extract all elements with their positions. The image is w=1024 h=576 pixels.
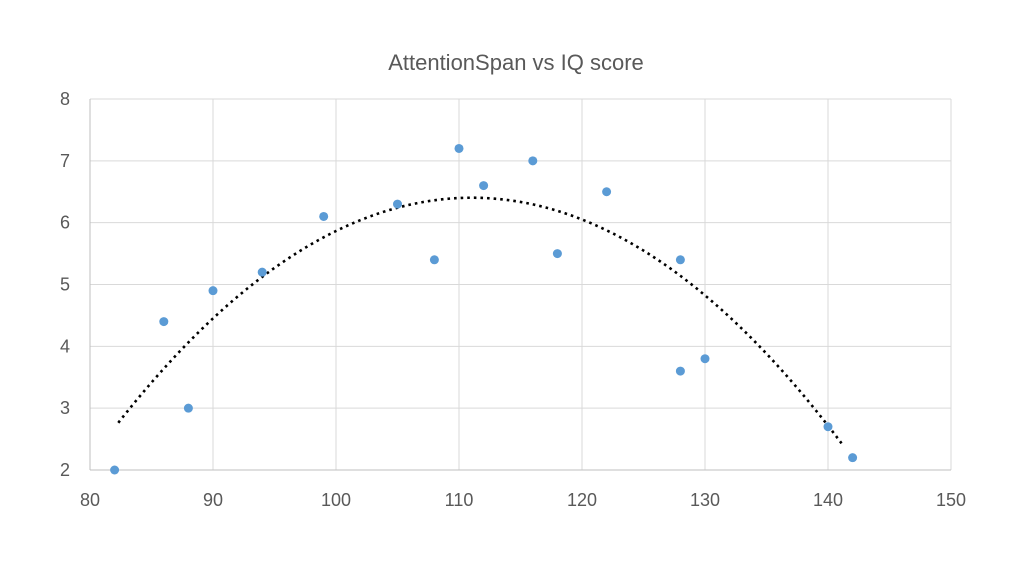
data-point — [208, 286, 218, 296]
data-point — [454, 143, 464, 153]
data-point — [159, 317, 169, 327]
x-tick-label: 110 — [445, 490, 474, 510]
data-point — [700, 354, 710, 364]
y-tick-label: 6 — [60, 213, 70, 233]
data-point — [110, 465, 120, 475]
data-point — [602, 187, 612, 197]
data-point — [183, 403, 193, 413]
axis-layer — [89, 99, 951, 471]
x-tick-label: 100 — [321, 490, 351, 510]
data-point — [823, 422, 833, 432]
data-point — [848, 453, 858, 463]
data-point — [552, 249, 562, 259]
y-tick-label: 3 — [60, 398, 70, 418]
data-point — [257, 267, 267, 277]
data-point — [675, 255, 685, 265]
grid-layer — [90, 98, 952, 470]
y-tick-label: 8 — [60, 89, 70, 109]
x-tick-label: 120 — [567, 490, 597, 510]
tick-label-layer: 80 90 100 110 120 130 140 150 2 3 4 5 6 7 8 — [60, 89, 966, 510]
data-point — [675, 366, 685, 376]
y-tick-label: 7 — [60, 151, 70, 171]
data-point — [528, 156, 538, 166]
x-tick-label: 150 — [936, 490, 966, 510]
data-point — [429, 255, 439, 265]
x-tick-label: 80 — [80, 490, 100, 510]
x-tick-label: 90 — [203, 490, 223, 510]
trendline-layer — [117, 196, 843, 445]
data-point — [319, 211, 329, 221]
data-point — [479, 181, 489, 191]
y-tick-label: 4 — [60, 336, 70, 356]
x-tick-label: 140 — [813, 490, 843, 510]
trendline — [117, 196, 843, 445]
data-point-layer — [110, 143, 858, 475]
y-tick-label: 5 — [60, 275, 70, 295]
x-tick-label: 130 — [690, 490, 720, 510]
data-point — [393, 199, 402, 209]
y-tick-label: 2 — [60, 460, 70, 480]
chart-title: AttentionSpan vs IQ score — [388, 50, 644, 75]
